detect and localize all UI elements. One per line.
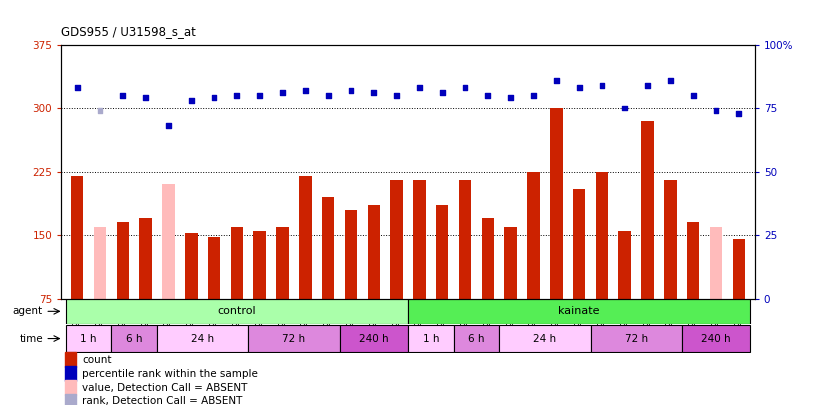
Point (322, 92, 335, 98)
Text: time: time (20, 334, 43, 343)
Text: 1 h: 1 h (80, 334, 97, 343)
Point (687, 92, 700, 98)
Bar (459, 180, 472, 298)
Point (527, 92, 540, 98)
Text: rank, Detection Call = ABSENT: rank, Detection Call = ABSENT (82, 396, 242, 405)
Point (436, 90, 449, 96)
Bar (254, 231, 266, 298)
Point (367, 90, 380, 96)
Point (619, 105, 632, 111)
Bar (64, 352, 76, 367)
Bar (527, 172, 539, 298)
Bar (248, 325, 339, 352)
Text: 72 h: 72 h (282, 334, 305, 343)
Text: 24 h: 24 h (534, 334, 557, 343)
Point (253, 92, 266, 98)
Bar (664, 180, 676, 298)
Point (162, 123, 175, 129)
Bar (591, 325, 682, 352)
Text: 240 h: 240 h (359, 334, 388, 343)
Bar (66, 299, 408, 324)
Bar (436, 205, 449, 298)
Bar (162, 184, 175, 298)
Point (390, 92, 403, 98)
Text: control: control (218, 306, 256, 316)
Bar (64, 394, 76, 405)
Text: value, Detection Call = ABSENT: value, Detection Call = ABSENT (82, 382, 247, 392)
Bar (390, 180, 403, 298)
Text: 6 h: 6 h (468, 334, 485, 343)
Bar (94, 227, 106, 298)
Point (573, 85, 586, 91)
Bar (117, 222, 129, 298)
Point (596, 82, 609, 88)
Bar (573, 188, 585, 298)
Bar (408, 325, 454, 352)
Bar (112, 325, 157, 352)
Text: 24 h: 24 h (191, 334, 215, 343)
Bar (596, 172, 608, 298)
Text: 72 h: 72 h (624, 334, 648, 343)
Point (709, 107, 722, 114)
Bar (619, 231, 631, 298)
Bar (641, 121, 654, 298)
Bar (733, 239, 745, 298)
Bar (277, 227, 289, 298)
Bar (344, 210, 357, 298)
Bar (710, 227, 722, 298)
Bar (71, 176, 83, 298)
Bar (322, 197, 335, 298)
Bar (339, 325, 408, 352)
Point (276, 90, 289, 96)
Bar (481, 218, 494, 298)
Point (732, 110, 745, 116)
Text: GDS955 / U31598_s_at: GDS955 / U31598_s_at (61, 26, 196, 38)
Bar (299, 176, 312, 298)
Bar (231, 227, 243, 298)
Text: agent: agent (13, 306, 43, 316)
Text: kainate: kainate (558, 306, 600, 316)
Point (116, 92, 129, 98)
Bar (550, 108, 562, 298)
Bar (367, 205, 380, 298)
Bar (66, 325, 112, 352)
Bar (64, 366, 76, 381)
Point (139, 95, 152, 101)
Point (71, 85, 84, 91)
Bar (682, 325, 750, 352)
Text: percentile rank within the sample: percentile rank within the sample (82, 369, 258, 379)
Point (230, 92, 243, 98)
Bar (413, 180, 426, 298)
Bar (408, 299, 750, 324)
Point (299, 87, 312, 94)
Bar (454, 325, 499, 352)
Point (184, 97, 197, 104)
Text: 1 h: 1 h (423, 334, 439, 343)
Bar (687, 222, 699, 298)
Bar (64, 380, 76, 395)
Bar (504, 227, 517, 298)
Point (641, 82, 654, 88)
Bar (208, 237, 220, 298)
Point (94, 107, 107, 114)
Point (459, 85, 472, 91)
Point (504, 95, 517, 101)
Point (344, 87, 357, 94)
Point (207, 95, 220, 101)
Bar (157, 325, 248, 352)
Text: 6 h: 6 h (126, 334, 143, 343)
Bar (185, 233, 197, 298)
Bar (499, 325, 591, 352)
Point (664, 77, 677, 83)
Text: 240 h: 240 h (701, 334, 731, 343)
Point (413, 85, 426, 91)
Bar (140, 218, 152, 298)
Point (481, 92, 494, 98)
Text: count: count (82, 354, 112, 364)
Point (550, 77, 563, 83)
